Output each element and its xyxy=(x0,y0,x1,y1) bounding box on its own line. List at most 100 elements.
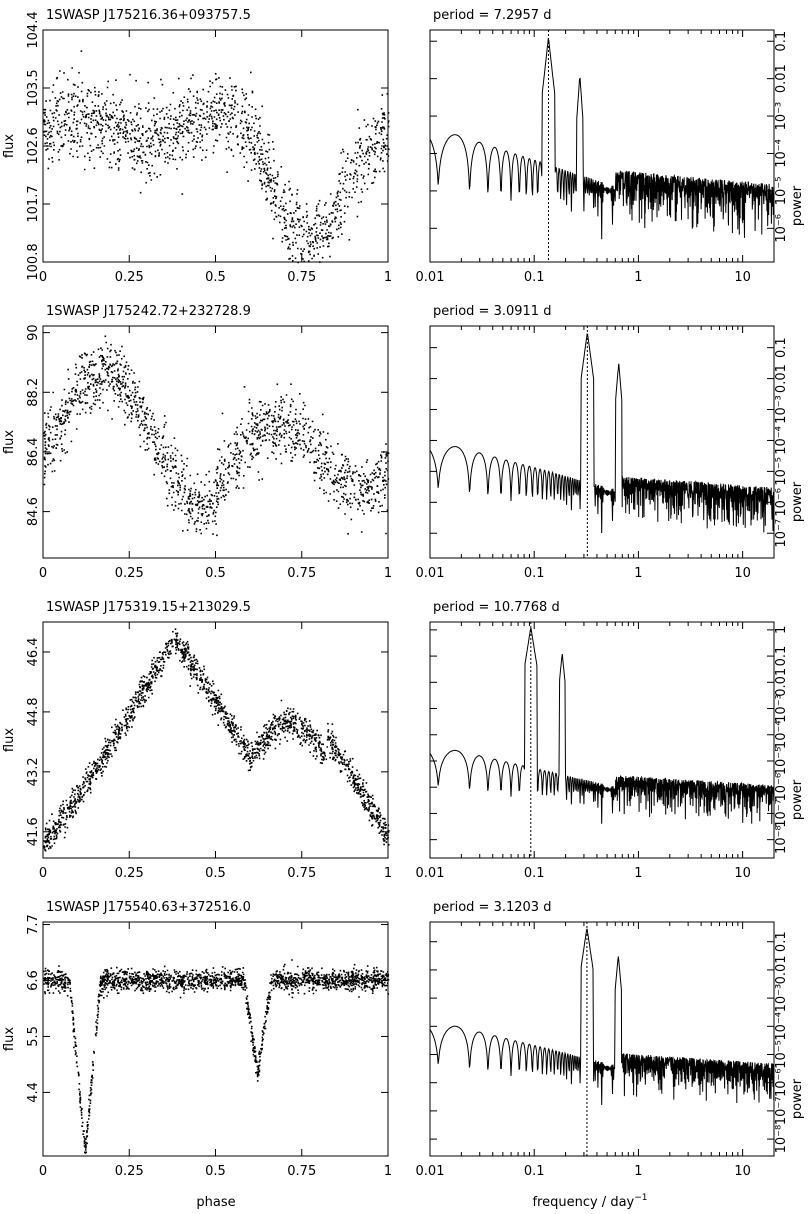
y-tick-label: 6.6 xyxy=(26,970,41,991)
x-tick-label: 0.01 xyxy=(416,270,445,285)
periodogram-line xyxy=(429,928,775,1106)
period-label: period = 3.0911 d xyxy=(433,304,551,319)
y-tick-label: 10⁻³ xyxy=(774,984,789,1013)
x-tick-label: 0.75 xyxy=(287,1164,316,1179)
x-axis-label-phase: phase xyxy=(196,1195,235,1210)
x-tick-label: 0.01 xyxy=(416,866,445,881)
y-tick-label: 46.4 xyxy=(26,637,41,666)
x-tick-label: 0.5 xyxy=(205,270,226,285)
x-tick-label: 0.1 xyxy=(524,866,545,881)
y-tick-label: 7.7 xyxy=(26,914,41,935)
y-tick-label: 43.2 xyxy=(26,757,41,786)
x-tick-label: 0 xyxy=(39,1164,47,1179)
x-tick-label: 0 xyxy=(39,270,47,285)
y-tick-label: 10⁻³ xyxy=(774,395,789,424)
y-tick-label: 0.01 xyxy=(774,364,789,393)
y-tick-label: 103.5 xyxy=(26,69,41,106)
panels: 0 0.25 0.5 0.75 1100.8101.7102.6103.5104.4fl… xyxy=(2,8,805,1179)
y-axis-label: flux xyxy=(2,134,17,158)
x-tick-label: 1 xyxy=(384,1164,392,1179)
y-tick-label: 44.8 xyxy=(26,697,41,726)
y-tick-label: 10⁻⁵ xyxy=(774,457,789,486)
star-title: 1SWASP J175216.36+093757.5 xyxy=(46,8,251,23)
period-label: period = 10.7768 d xyxy=(433,600,560,615)
x-tick-label: 0.01 xyxy=(416,1164,445,1179)
y-tick-label: 10⁻³ xyxy=(774,694,789,723)
y-tick-label: 10⁻⁵ xyxy=(774,1040,789,1069)
y-tick-label: 10⁻⁸ xyxy=(774,1125,789,1154)
y-tick-label: 41.6 xyxy=(26,817,41,846)
y-tick-label: 90 xyxy=(26,324,41,341)
x-tick-label: 0.1 xyxy=(524,1164,545,1179)
y-axis-label: flux xyxy=(2,1027,17,1051)
y-tick-label: 0.01 xyxy=(774,955,789,984)
x-tick-label: 0.25 xyxy=(115,1164,144,1179)
x-tick-label: 10 xyxy=(734,270,751,285)
x-tick-label: 10 xyxy=(734,1164,751,1179)
y-tick-label: 10⁻⁴ xyxy=(774,426,789,455)
periodogram-panel-1: 0.01 0.1 1 10 10⁻⁶ 10⁻⁵ 10⁻⁴ 10⁻³ 0.01 0.1 power pe… xyxy=(416,8,805,285)
x-tick-label: 0.5 xyxy=(205,1164,226,1179)
plot-frame xyxy=(429,325,775,559)
x-tick-label: 10 xyxy=(734,866,751,881)
star-title: 1SWASP J175540.63+372516.0 xyxy=(46,900,251,915)
y-tick-label: 10⁻³ xyxy=(774,102,789,131)
periodogram-panel-4: 0.01 0.1 1 1010⁻⁸10⁻⁷10⁻⁶10⁻⁵10⁻⁴10⁻³0.010.… xyxy=(416,900,805,1179)
y-tick-label: 0.1 xyxy=(774,931,789,952)
light-curve-points xyxy=(43,50,390,264)
light-curve-panel-3: 0 0.25 0.5 0.75 1 41.6 43.2 44.8 46.4 flux 1SWASP … xyxy=(2,600,392,881)
x-tick-label: 0.25 xyxy=(115,566,144,581)
x-tick-label: 0.1 xyxy=(524,566,545,581)
x-tick-label: 0.75 xyxy=(287,270,316,285)
y-tick-label: 10⁻⁶ xyxy=(774,488,789,517)
y-tick-label: 10⁻⁸ xyxy=(774,825,789,854)
y-tick-label: 86.4 xyxy=(26,437,41,466)
x-tick-label: 0 xyxy=(39,866,47,881)
y-tick-label: 102.6 xyxy=(26,127,41,164)
x-tick-label: 0.75 xyxy=(287,566,316,581)
x-tick-label: 1 xyxy=(634,270,642,285)
periodogram-panel-3: 0.01 0.1 1 1010⁻⁸10⁻⁷10⁻⁶10⁻⁵10⁻⁴10⁻³0.010.… xyxy=(416,600,805,881)
x-axis-label-frequency: frequency / day−1 xyxy=(532,1193,647,1210)
y-tick-label: 10⁻⁵ xyxy=(774,747,789,776)
x-tick-label: 1 xyxy=(384,866,392,881)
y-tick-label: 10⁻⁷ xyxy=(774,519,789,548)
plot-frame xyxy=(42,921,389,1157)
star-title: 1SWASP J175319.15+213029.5 xyxy=(46,600,251,615)
y-tick-label: 10⁻⁷ xyxy=(774,1097,789,1126)
y-axis-label: power xyxy=(790,779,805,820)
x-tick-label: 0.75 xyxy=(287,866,316,881)
y-tick-label: 10⁻⁷ xyxy=(774,799,789,828)
periodogram-line xyxy=(429,627,775,825)
light-curve-points xyxy=(43,335,390,537)
plot-frame xyxy=(42,325,389,559)
periodogram-line xyxy=(429,38,775,240)
y-tick-label: 104.4 xyxy=(26,11,41,48)
y-tick-label: 84.6 xyxy=(26,497,41,526)
x-tick-label: 1 xyxy=(384,566,392,581)
y-tick-label: 4.4 xyxy=(26,1082,41,1103)
light-curve-points xyxy=(43,628,390,852)
y-tick-label: 0.1 xyxy=(774,646,789,667)
light-curve-panel-1: 0 0.25 0.5 0.75 1 100.8 101.7 102.6 103.5 104.4 fl… xyxy=(2,8,392,285)
plot-frame xyxy=(42,621,389,859)
y-tick-label: 10⁻⁴ xyxy=(774,720,789,749)
y-tick-label: 101.7 xyxy=(26,185,41,222)
x-tick-label: 0.1 xyxy=(524,270,545,285)
y-axis-label: power xyxy=(790,185,805,226)
y-tick-label: 0.1 xyxy=(774,31,789,52)
period-label: period = 3.1203 d xyxy=(433,900,551,915)
x-tick-label: 0.5 xyxy=(205,866,226,881)
x-tick-label: 1 xyxy=(384,270,392,285)
x-tick-label: 0.25 xyxy=(115,866,144,881)
x-tick-label: 10 xyxy=(734,566,751,581)
y-tick-label: 88.2 xyxy=(26,378,41,407)
y-tick-label: 10⁻⁶ xyxy=(774,1068,789,1097)
y-tick-label: 0.1 xyxy=(774,337,789,358)
plot-frame xyxy=(429,921,775,1157)
y-tick-label: 0.01 xyxy=(774,64,789,93)
x-tick-label: 1 xyxy=(634,566,642,581)
x-tick-label: 0.5 xyxy=(205,566,226,581)
star-title: 1SWASP J175242.72+232728.9 xyxy=(46,304,251,319)
